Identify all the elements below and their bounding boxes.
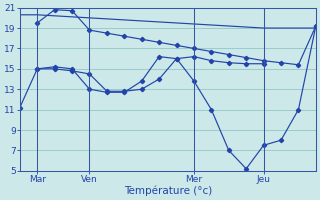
X-axis label: Température (°c): Température (°c)	[124, 185, 212, 196]
